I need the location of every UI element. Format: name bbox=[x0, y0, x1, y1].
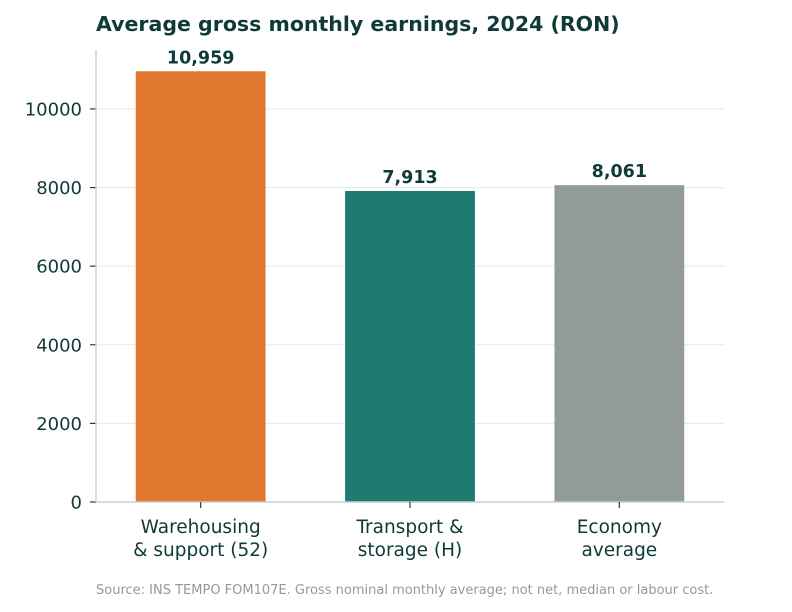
y-tick-label: 6000 bbox=[36, 257, 82, 278]
x-tick-label: & support (52) bbox=[133, 540, 268, 561]
bar-value-label: 7,913 bbox=[382, 168, 437, 188]
bar bbox=[345, 190, 475, 503]
source-note: Source: INS TEMPO FOM107E. Gross nominal… bbox=[96, 583, 713, 598]
x-tick-label: Warehousing bbox=[141, 517, 261, 538]
y-tick-label: 0 bbox=[71, 493, 82, 514]
labels: 0 2000 4000 6000 8000 10000 10,959 Warehousing&… bbox=[25, 48, 662, 561]
x-tick-label: storage (H) bbox=[358, 540, 463, 561]
axes bbox=[90, 50, 724, 508]
bar-value-label: 10,959 bbox=[167, 48, 235, 68]
bar-value-label: 8,061 bbox=[592, 162, 647, 182]
x-tick-label: Transport & bbox=[355, 517, 463, 538]
bar bbox=[554, 185, 685, 502]
x-tick-label: Economy bbox=[577, 517, 662, 538]
bars bbox=[135, 71, 685, 503]
y-tick-label: 2000 bbox=[36, 414, 82, 435]
bar bbox=[135, 71, 266, 503]
y-tick-label: 10000 bbox=[25, 99, 82, 120]
chart-title: Average gross monthly earnings, 2024 (RO… bbox=[96, 12, 620, 36]
x-tick-label: average bbox=[581, 540, 657, 561]
y-tick-label: 8000 bbox=[36, 178, 82, 199]
y-tick-label: 4000 bbox=[36, 335, 82, 356]
